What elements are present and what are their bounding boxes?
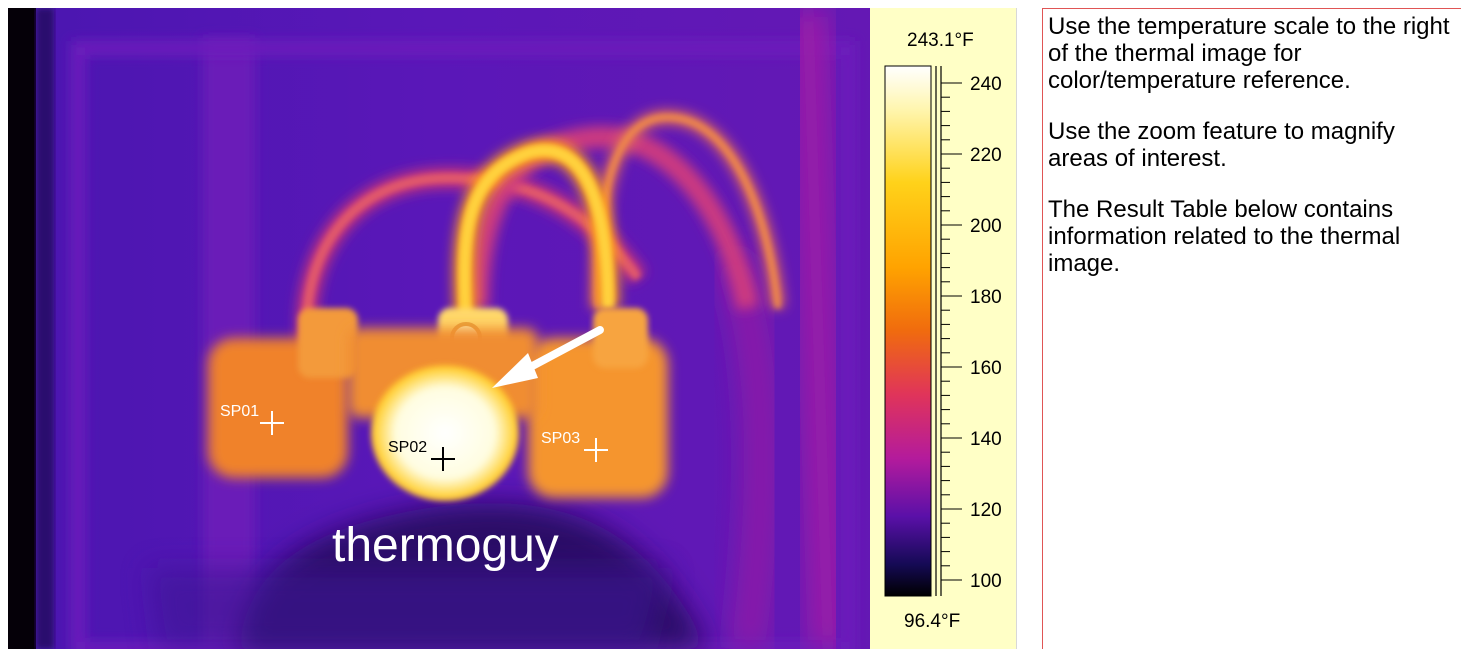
- scale-ticks: [941, 82, 962, 581]
- hot-spot: [371, 365, 519, 501]
- dark-edge: [8, 8, 36, 649]
- watermark: thermoguy: [332, 519, 559, 572]
- scale-tick-label-240: 240: [970, 74, 1002, 95]
- breaker-right-screw: [593, 308, 648, 368]
- hot-wire-core: [458, 144, 614, 329]
- breaker-left-screw: [298, 308, 358, 378]
- thermal-image[interactable]: SP01 SP02 SP03 thermoguy: [8, 8, 870, 649]
- thermal-image-canvas: SP01 SP02 SP03 thermoguy: [8, 8, 870, 649]
- right-wire-1: [788, 8, 848, 649]
- scale-tick-label-180: 180: [970, 287, 1002, 308]
- arrow-indicator: [492, 326, 604, 388]
- color-scale-bar: [884, 65, 932, 597]
- spot-marker-sp02[interactable]: SP02: [388, 439, 455, 471]
- wire-left-loop-core: [302, 173, 642, 349]
- info-paragraph-zoom: Use the zoom feature to magnify areas of…: [1048, 118, 1395, 172]
- scale-tick-label-100: 100: [970, 571, 1002, 592]
- spot-label-sp02: SP02: [388, 439, 427, 456]
- scale-max-label: 243.1°F: [907, 30, 974, 51]
- temperature-scale-canvas: 243.1°F 240 220 200 180 160 140 120 100 …: [884, 30, 1002, 632]
- scale-tick-label-120: 120: [970, 500, 1002, 521]
- scale-tick-label-200: 200: [970, 216, 1002, 237]
- info-paragraph-scale: Use the temperature scale to the right o…: [1048, 13, 1450, 94]
- scale-tick-label-140: 140: [970, 429, 1002, 450]
- scale-tick-label-160: 160: [970, 358, 1002, 379]
- lower-band: [148, 568, 668, 649]
- scale-min-label: 96.4°F: [904, 611, 960, 632]
- spot-marker-sp01[interactable]: SP01: [220, 403, 284, 435]
- temperature-scale: 243.1°F 240 220 200 180 160 140 120 100 …: [870, 8, 1017, 649]
- edge-shadow: [36, 8, 54, 649]
- info-paragraph-result-table: The Result Table below contains informat…: [1048, 196, 1401, 277]
- breaker-right: [528, 338, 668, 498]
- spot-marker-sp03[interactable]: SP03: [541, 430, 608, 462]
- spot-label-sp03: SP03: [541, 430, 580, 447]
- scale-tick-label-220: 220: [970, 145, 1002, 166]
- spot-label-sp01: SP01: [220, 403, 259, 420]
- wire-right-loop: [467, 126, 759, 311]
- panel-frame: [71, 41, 855, 649]
- info-panel: Use the temperature scale to the right o…: [1042, 8, 1461, 649]
